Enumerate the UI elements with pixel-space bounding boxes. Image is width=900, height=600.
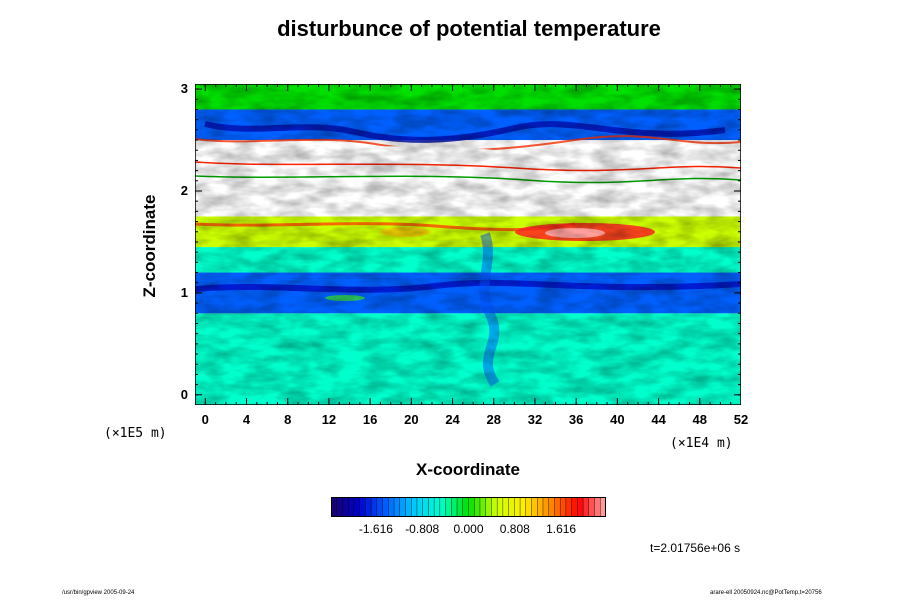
- x-tick-label: 36: [568, 412, 584, 427]
- colorbar-swatch: [502, 497, 510, 517]
- colorbar-swatch: [336, 497, 344, 517]
- colorbar-swatch: [479, 497, 487, 517]
- x-tick-label: 40: [610, 412, 625, 427]
- colorbar-swatch: [519, 497, 527, 517]
- colorbar-swatch: [422, 497, 430, 517]
- colorbar-swatch: [600, 497, 606, 517]
- colorbar-swatch: [370, 497, 378, 517]
- x-axis-label: X-coordinate: [416, 460, 520, 479]
- time-label: t=2.01756e+06 s: [650, 541, 741, 555]
- footer-command: /usr/bin/gpview 2005-09-24: [62, 590, 135, 596]
- x-tick-label: 44: [651, 412, 666, 427]
- colorbar-swatch: [594, 497, 601, 517]
- x-tick-label: 20: [404, 412, 419, 427]
- x-tick-label: 32: [527, 412, 543, 427]
- colorbar-swatch: [416, 497, 424, 517]
- colorbar-swatch: [582, 497, 590, 517]
- colorbar-swatch: [382, 497, 389, 517]
- colorbar-swatch: [577, 497, 584, 517]
- colorbar-swatch: [365, 497, 372, 517]
- colorbar-swatch: [485, 497, 493, 517]
- colorbar-swatch: [411, 497, 418, 517]
- colorbar-swatch: [559, 497, 567, 517]
- colorbar-swatch: [342, 497, 349, 517]
- colorbar-tick-label: 1.616: [546, 522, 577, 536]
- colorbar-swatch: [445, 497, 453, 517]
- colorbar-swatch: [548, 497, 556, 517]
- y-tick-label: 2: [180, 183, 188, 198]
- x-tick-label: 12: [321, 412, 337, 427]
- y-tick-label: 1: [180, 284, 188, 300]
- colorbar-swatch: [393, 497, 401, 517]
- x-tick-label: 16: [362, 412, 378, 427]
- colorbar-swatch: [525, 497, 533, 517]
- noise-overlay: [195, 84, 741, 405]
- colorbar-swatch: [405, 497, 412, 517]
- colorbar-swatch: [353, 497, 361, 517]
- colorbar-swatch: [376, 497, 384, 517]
- x-tick-label: 8: [284, 412, 292, 427]
- colorbar-swatch: [456, 497, 464, 517]
- x-tick-label: 52: [733, 412, 749, 427]
- colorbar-swatch: [537, 497, 544, 517]
- colorbar-swatch: [399, 497, 407, 517]
- x-unit-label: (×1E4 m): [670, 436, 733, 451]
- colorbar-swatch: [542, 497, 550, 517]
- z-unit-label: (×1E5 m): [104, 426, 167, 441]
- footer-source: arare-ell 20050924.nc@PotTemp,t=20756: [710, 590, 822, 596]
- y-tick-label: 0: [180, 386, 188, 402]
- colorbar-swatch: [531, 497, 538, 517]
- colorbar-tick-label: 0.808: [499, 522, 530, 536]
- colorbar-border: [331, 497, 606, 517]
- colorbar-tick-label: -0.808: [405, 522, 440, 536]
- colorbar-swatch: [565, 497, 573, 517]
- colorbar-swatch: [468, 497, 475, 517]
- colorbar-swatch: [439, 497, 447, 517]
- plot-area: [195, 84, 741, 405]
- colorbar-swatch: [588, 497, 596, 517]
- x-tick-label: 24: [445, 412, 460, 427]
- y-axis-label: Z-coordinate: [140, 194, 159, 298]
- heatmap-plot: [195, 84, 741, 405]
- colorbar-swatch: [514, 497, 521, 517]
- colorbar-swatch: [491, 497, 498, 517]
- x-tick-label: 48: [692, 412, 708, 427]
- colorbar-swatch: [388, 497, 395, 517]
- colorbar-swatch: [347, 497, 355, 517]
- colorbar-swatch: [571, 497, 579, 517]
- chart-title: disturbunce of potential temperature: [277, 16, 661, 41]
- colorbar-swatch: [433, 497, 441, 517]
- x-tick-label: 0: [201, 412, 209, 427]
- y-tick-label: 3: [180, 81, 188, 97]
- colorbar-tick-label: 0.000: [453, 522, 484, 536]
- colorbar-swatch: [508, 497, 516, 517]
- colorbar: [331, 497, 606, 517]
- colorbar-swatch: [554, 497, 561, 517]
- tick-marks: [195, 84, 741, 405]
- colorbar-swatch: [474, 497, 481, 517]
- x-tick-label: 4: [242, 412, 251, 427]
- colorbar-tick-label: -1.616: [358, 522, 393, 536]
- colorbar-swatch: [462, 497, 470, 517]
- colorbar-swatch: [428, 497, 435, 517]
- colorbar-swatch: [496, 497, 504, 517]
- colorbar-swatch: [359, 497, 367, 517]
- colorbar-swatch: [451, 497, 458, 517]
- x-tick-label: 28: [486, 412, 501, 427]
